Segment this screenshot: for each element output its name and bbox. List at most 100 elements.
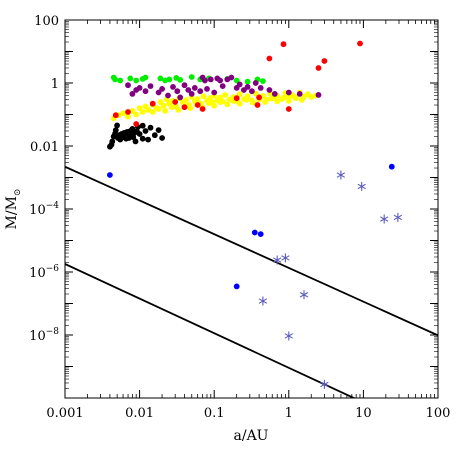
data-point (125, 109, 131, 115)
data-point (117, 77, 124, 84)
data-point (260, 78, 266, 84)
data-point (219, 83, 226, 89)
data-point (308, 94, 315, 100)
data-point (112, 112, 119, 119)
data-point (188, 91, 195, 97)
data-point (207, 95, 214, 102)
data-point (256, 94, 262, 101)
data-point (233, 95, 240, 102)
data-point (139, 122, 146, 129)
data-point (155, 89, 162, 96)
data-point (139, 109, 146, 115)
data-point (266, 87, 273, 93)
data-point (149, 100, 156, 107)
reference-line-1 (65, 165, 438, 337)
data-point (236, 91, 243, 98)
data-point (254, 102, 261, 108)
data-point (357, 40, 363, 47)
y-axis-label: M/M⊙ (4, 189, 23, 230)
data-point (285, 106, 292, 112)
data-point (252, 80, 259, 86)
data-point (107, 172, 113, 178)
data-point (188, 74, 195, 80)
data-point (183, 97, 190, 103)
data-point (296, 91, 303, 97)
y-tick-label: 10−6 (29, 264, 59, 281)
data-point (177, 77, 184, 83)
data-point (197, 88, 204, 95)
data-point (191, 85, 198, 91)
x-tick-label: 10 (355, 406, 372, 421)
asterisk-point (380, 214, 389, 224)
y-tick-label: 10−8 (29, 327, 59, 344)
asterisk-point (258, 296, 268, 306)
data-point (285, 89, 292, 96)
x-axis-label: a/AU (234, 428, 269, 444)
data-point (136, 85, 143, 91)
asterisk-point (357, 181, 366, 191)
data-point (211, 102, 218, 109)
asterisk-point (393, 212, 403, 222)
data-point (236, 81, 243, 88)
data-point (204, 86, 210, 92)
data-point (114, 122, 120, 129)
data-point (185, 87, 192, 93)
data-point (257, 85, 264, 91)
data-point (120, 110, 126, 117)
data-point (187, 105, 194, 111)
data-point (250, 99, 256, 106)
data-point (165, 92, 171, 99)
plot-area (64, 19, 439, 399)
data-point (142, 128, 149, 134)
data-point (217, 77, 224, 84)
data-point (132, 138, 139, 145)
data-point (271, 91, 278, 97)
asterisk-point (273, 255, 282, 265)
data-markers (107, 40, 403, 389)
data-point (155, 106, 162, 112)
x-axis-ticks: 0.001 0.01 0.1 1 10 100 (46, 20, 450, 421)
data-point (285, 98, 292, 104)
data-point (207, 76, 214, 83)
data-point (194, 96, 201, 102)
data-point (175, 107, 182, 113)
data-point (127, 75, 134, 82)
data-point (266, 55, 273, 62)
data-point (388, 163, 395, 170)
data-point (181, 82, 188, 89)
data-point (174, 88, 181, 95)
y-axis-label-text: M/M (4, 196, 20, 229)
data-point (142, 88, 149, 95)
data-point (251, 229, 258, 236)
data-point (257, 231, 264, 238)
x-tick-label: 0.01 (125, 406, 154, 421)
data-point (202, 77, 208, 84)
data-point (268, 95, 275, 102)
data-point (133, 121, 140, 127)
x-tick-label: 1 (285, 406, 293, 421)
data-point (249, 88, 255, 95)
y-axis-ticks: 100 1 0.01 10−4 10−6 10−8 (29, 14, 438, 399)
data-point (172, 99, 179, 105)
data-point (133, 77, 140, 84)
data-point (147, 124, 154, 131)
data-point (211, 89, 218, 96)
asterisk-point (281, 253, 290, 263)
data-point (157, 75, 164, 82)
data-point (112, 127, 119, 133)
data-point (139, 135, 146, 142)
data-point (262, 99, 268, 105)
data-point (125, 82, 131, 89)
data-point (244, 78, 251, 85)
x-tick-label: 100 (426, 406, 451, 421)
data-point (155, 127, 162, 133)
data-point (321, 58, 328, 64)
data-point (147, 83, 154, 89)
data-point (129, 108, 136, 114)
data-point (181, 104, 188, 111)
data-point (129, 91, 136, 97)
data-point (274, 98, 281, 105)
data-point (160, 102, 167, 109)
data-point (224, 101, 231, 108)
data-point (243, 97, 250, 103)
